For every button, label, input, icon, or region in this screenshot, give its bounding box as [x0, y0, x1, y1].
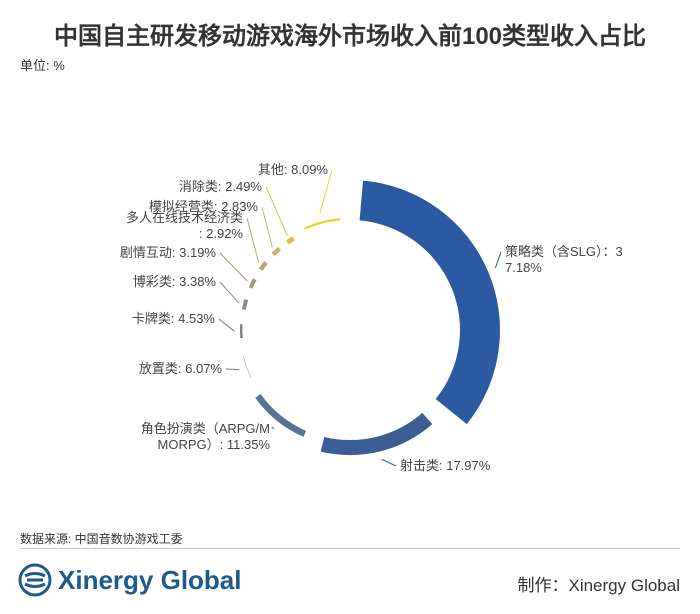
pie-slice [285, 236, 295, 245]
slice-label: 其他: 8.09% [258, 162, 329, 177]
pie-slice [243, 356, 252, 378]
pie-slice [241, 298, 249, 310]
slice-label: 卡牌类: 4.53% [132, 311, 216, 326]
slice-label: 射击类: 17.97% [400, 458, 491, 473]
data-source: 数据来源: 中国音数协游戏工委 [20, 532, 183, 546]
leader-line [265, 186, 288, 237]
leader-line [219, 252, 248, 282]
leader-line [261, 206, 273, 248]
slice-label: 博彩类: 3.38% [133, 274, 217, 289]
leader-line [225, 368, 240, 371]
pie-slice [271, 246, 281, 257]
pie-slice [255, 394, 307, 437]
slice-label: 放置类: 6.07% [139, 361, 223, 376]
slice-label: 多人在线技术经济类: 2.92% [126, 210, 243, 241]
xinergy-logo-icon [18, 563, 52, 597]
leader-line [319, 169, 333, 214]
pie-slice [240, 324, 243, 339]
unit-label: 单位: % [20, 58, 65, 73]
leader-line [271, 426, 275, 430]
slice-label: 角色扮演类（ARPG/M MORPG）: 11.35% [141, 421, 271, 452]
leader-line [381, 458, 397, 467]
chart-title: 中国自主研发移动游戏海外市场收入前100类型收入占比 [53, 23, 647, 50]
pie-slice [359, 180, 500, 425]
leader-line [494, 251, 502, 269]
pie-slice [248, 278, 257, 289]
slice-label: 剧情互动: 3.19% [120, 245, 217, 260]
slice-label: 策略类（含SLG）：3 7.18% [505, 244, 623, 275]
credit: 制作：Xinergy Global [517, 576, 680, 595]
logo-text: Xinergy Global [58, 565, 242, 595]
slice-label: 模拟经营类: 2.83% [149, 199, 259, 214]
pie-slice [258, 261, 268, 271]
leader-line [219, 281, 240, 304]
pie-slice [304, 218, 341, 230]
leader-line [218, 318, 235, 332]
slice-label: 消除类: 2.49% [179, 179, 263, 194]
leader-line [246, 217, 260, 263]
divider [20, 548, 680, 549]
pie-slice [320, 412, 433, 456]
